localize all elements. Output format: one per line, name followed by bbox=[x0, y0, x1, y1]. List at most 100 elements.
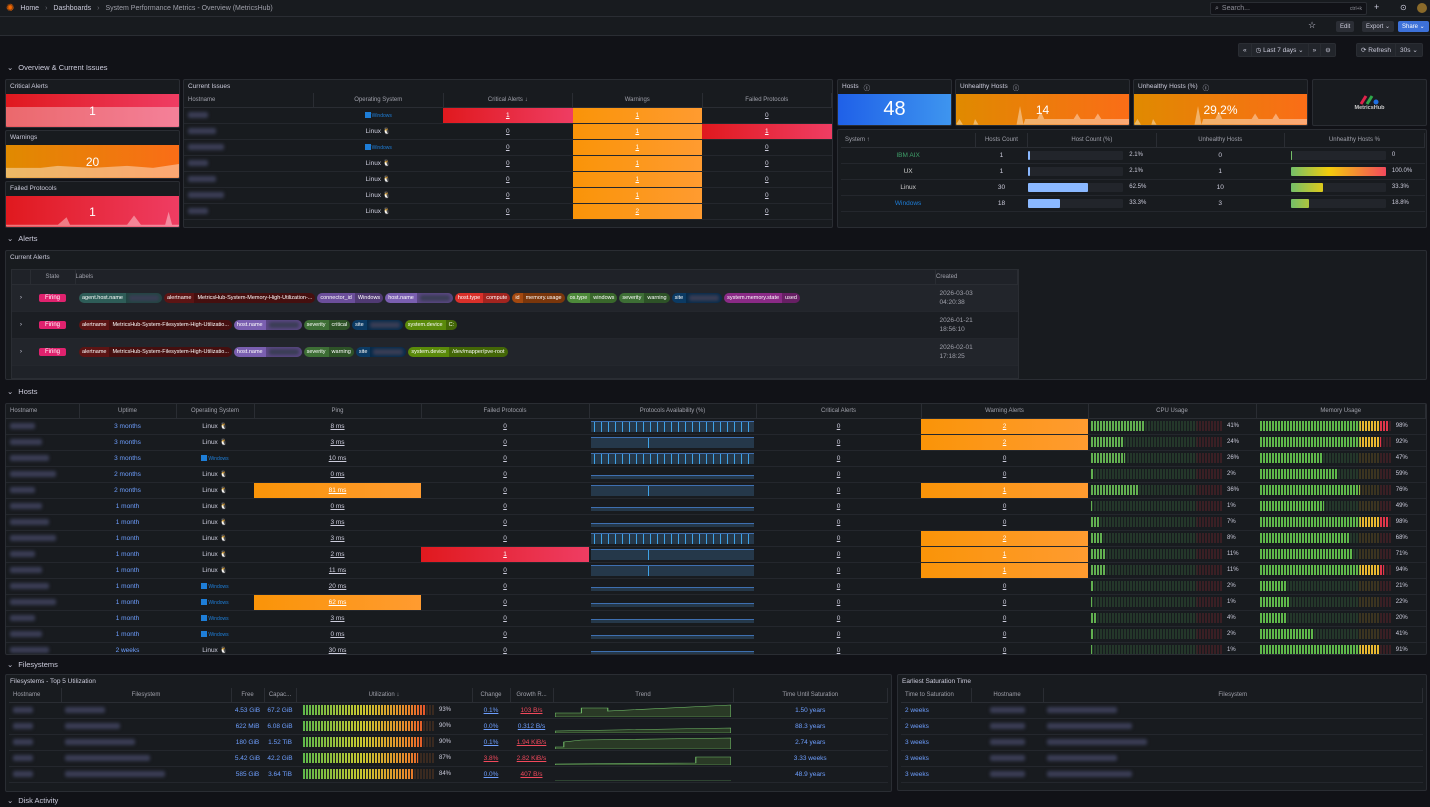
saturation-row[interactable]: 3 weeks bbox=[901, 734, 1423, 751]
failed-protocols-link[interactable]: 0 bbox=[764, 191, 769, 199]
column-header[interactable]: Hostname bbox=[971, 688, 1044, 703]
column-header[interactable]: Protocols Availability (%) bbox=[589, 404, 757, 419]
column-header[interactable]: Warnings bbox=[572, 93, 703, 108]
ping-link[interactable]: 0 ms bbox=[330, 502, 345, 510]
warning-alerts-link[interactable]: 0 bbox=[1002, 518, 1007, 526]
ping-link[interactable]: 62 ms bbox=[328, 598, 347, 606]
column-header[interactable]: Growth R... bbox=[510, 688, 554, 703]
critical-alerts-link[interactable]: 0 bbox=[836, 454, 841, 462]
critical-alerts-link[interactable]: 0 bbox=[836, 438, 841, 446]
failed-protocols-link[interactable]: 0 bbox=[503, 454, 507, 462]
ping-link[interactable]: 20 ms bbox=[328, 582, 347, 590]
failed-protocols-link[interactable]: 0 bbox=[503, 534, 507, 542]
failed-protocols-link[interactable]: 0 bbox=[503, 566, 507, 574]
warnings-link[interactable]: 1 bbox=[635, 127, 640, 135]
warning-alerts-link[interactable]: 0 bbox=[1002, 582, 1007, 590]
change-link[interactable]: 0.0% bbox=[483, 722, 499, 730]
refresh-picker[interactable]: ⟳ Refresh 30s ⌄ bbox=[1356, 43, 1423, 57]
label-pill[interactable]: site bbox=[355, 346, 407, 357]
label-pill[interactable]: severity warning bbox=[619, 292, 670, 303]
growth-rate-link[interactable]: 407 B/s bbox=[520, 770, 543, 778]
ping-link[interactable]: 3 ms bbox=[330, 518, 345, 526]
section-alerts[interactable]: ⌄ Alerts bbox=[7, 234, 38, 243]
critical-alerts-link[interactable]: 0 bbox=[836, 502, 841, 510]
warning-alerts-link[interactable]: 2 bbox=[1002, 422, 1007, 430]
saturation-row[interactable]: 3 weeks bbox=[901, 766, 1423, 783]
column-header[interactable]: Hostname bbox=[184, 93, 314, 108]
expand-icon[interactable]: › bbox=[12, 284, 30, 312]
share-button[interactable]: Share ⌄ bbox=[1398, 21, 1429, 32]
critical-alerts-link[interactable]: 0 bbox=[836, 486, 841, 494]
host-row[interactable]: 1 month Windows 3 ms 0 0 0 4% 20% bbox=[6, 610, 1426, 627]
failed-protocols-link[interactable]: 0 bbox=[503, 438, 507, 446]
critical-alerts-link[interactable]: 0 bbox=[836, 518, 841, 526]
filesystem-row[interactable]: 4.53 GiB 67.2 GiB 93% 0.1% 103 B/s 1.50 y… bbox=[9, 702, 888, 719]
warning-alerts-link[interactable]: 2 bbox=[1002, 438, 1007, 446]
label-pill[interactable]: severity warning bbox=[303, 346, 354, 357]
warning-alerts-link[interactable]: 0 bbox=[1002, 470, 1007, 478]
growth-rate-link[interactable]: 2.82 KiB/s bbox=[516, 754, 547, 762]
column-header[interactable]: Operating System bbox=[176, 404, 255, 419]
failed-protocols-link[interactable]: 0 bbox=[503, 422, 507, 430]
host-row[interactable]: 1 month Linux 🐧 3 ms 0 0 2 8% 68% bbox=[6, 530, 1426, 547]
critical-alerts-link[interactable]: 0 bbox=[836, 422, 841, 430]
host-row[interactable]: 1 month Windows 0 ms 0 0 0 2% 41% bbox=[6, 626, 1426, 643]
failed-protocols-link[interactable]: 0 bbox=[503, 470, 507, 478]
column-header[interactable]: Change bbox=[472, 688, 511, 703]
label-pill[interactable]: site bbox=[352, 319, 403, 330]
label-pill[interactable]: id memory.usage bbox=[512, 292, 565, 303]
failed-protocols-link[interactable]: 0 bbox=[503, 582, 507, 590]
column-header[interactable]: Hostname bbox=[9, 688, 62, 703]
warnings-link[interactable]: 1 bbox=[635, 159, 640, 167]
expand-icon[interactable]: › bbox=[12, 311, 30, 339]
host-row[interactable]: 1 month Linux 🐧 0 ms 0 0 0 1% 49% bbox=[6, 498, 1426, 515]
label-pill[interactable]: connector_id Windows bbox=[317, 292, 384, 303]
ping-link[interactable]: 81 ms bbox=[328, 486, 347, 494]
section-hosts[interactable]: ⌄ Hosts bbox=[7, 387, 38, 396]
ping-link[interactable]: 3 ms bbox=[330, 438, 345, 446]
critical-alerts-link[interactable]: 0 bbox=[836, 646, 841, 654]
table-row[interactable]: Windows 1 1 0 bbox=[184, 107, 832, 124]
saturation-row[interactable]: 2 weeks bbox=[901, 718, 1423, 735]
alert-row[interactable]: › Firing alertname MetricsHub-System-File… bbox=[12, 338, 1018, 366]
ping-link[interactable]: 0 ms bbox=[330, 470, 345, 478]
host-row[interactable]: 1 month Windows 62 ms 0 0 0 1% 22% bbox=[6, 594, 1426, 611]
warning-alerts-link[interactable]: 0 bbox=[1002, 614, 1007, 622]
failed-protocols-link[interactable]: 0 bbox=[764, 111, 769, 119]
alert-row[interactable]: › Firing agent.host.name alertname Metrics… bbox=[12, 284, 1018, 312]
column-header[interactable]: Critical Alerts bbox=[756, 404, 922, 419]
failed-protocols-link[interactable]: 0 bbox=[503, 630, 507, 638]
column-header[interactable]: Memory Usage bbox=[1256, 404, 1426, 419]
failed-protocols-link[interactable]: 0 bbox=[764, 159, 769, 167]
host-row[interactable]: 1 month Linux 🐧 3 ms 0 0 0 7% 98% bbox=[6, 514, 1426, 531]
ping-link[interactable]: 3 ms bbox=[330, 534, 345, 542]
host-row[interactable]: 2 weeks Linux 🐧 30 ms 0 0 0 1% 91% bbox=[6, 642, 1426, 654]
label-pill[interactable]: alertname MetricsHub-System-Filesystem-Hi… bbox=[79, 319, 232, 330]
add-button[interactable]: + bbox=[1374, 2, 1380, 12]
column-header[interactable]: Hostname bbox=[6, 404, 80, 419]
table-row[interactable]: Linux 🐧 0 2 0 bbox=[184, 203, 832, 220]
warning-alerts-link[interactable]: 1 bbox=[1002, 486, 1007, 494]
warning-alerts-link[interactable]: 0 bbox=[1002, 598, 1007, 606]
warning-alerts-link[interactable]: 0 bbox=[1002, 630, 1007, 638]
label-pill[interactable]: host.name bbox=[233, 346, 302, 357]
star-icon[interactable]: ☆ bbox=[1308, 20, 1317, 30]
critical-alerts-link[interactable]: 0 bbox=[836, 598, 841, 606]
failed-protocols-link[interactable]: 0 bbox=[503, 646, 507, 654]
time-back-button[interactable]: « bbox=[1239, 44, 1252, 56]
column-header[interactable]: Operating System bbox=[313, 93, 444, 108]
host-row[interactable]: 2 months Linux 🐧 81 ms 0 0 1 36% 76% bbox=[6, 482, 1426, 499]
change-link[interactable]: 0.1% bbox=[483, 706, 499, 714]
column-header[interactable]: Free bbox=[231, 688, 265, 703]
column-header[interactable]: Host Count (%) bbox=[1027, 133, 1157, 148]
saturation-row[interactable]: 3 weeks bbox=[901, 750, 1423, 767]
host-row[interactable]: 1 month Linux 🐧 2 ms 1 0 1 11% 71% bbox=[6, 546, 1426, 563]
failed-protocols-link[interactable]: 1 bbox=[764, 127, 769, 135]
column-header[interactable]: Time Until Saturation bbox=[733, 688, 888, 703]
label-pill[interactable]: alertname MetricsHub-System-Filesystem-Hi… bbox=[79, 346, 232, 357]
failed-protocols-link[interactable]: 0 bbox=[503, 518, 507, 526]
column-header[interactable]: Utilization ↓ bbox=[296, 688, 473, 703]
grafana-logo-icon[interactable]: ✺ bbox=[6, 2, 15, 14]
host-row[interactable]: 1 month Windows 20 ms 0 0 0 2% 21% bbox=[6, 578, 1426, 595]
filesystem-row[interactable]: 180 GiB 1.52 TiB 90% 0.1% 1.94 KiB/s 2.74… bbox=[9, 734, 888, 751]
